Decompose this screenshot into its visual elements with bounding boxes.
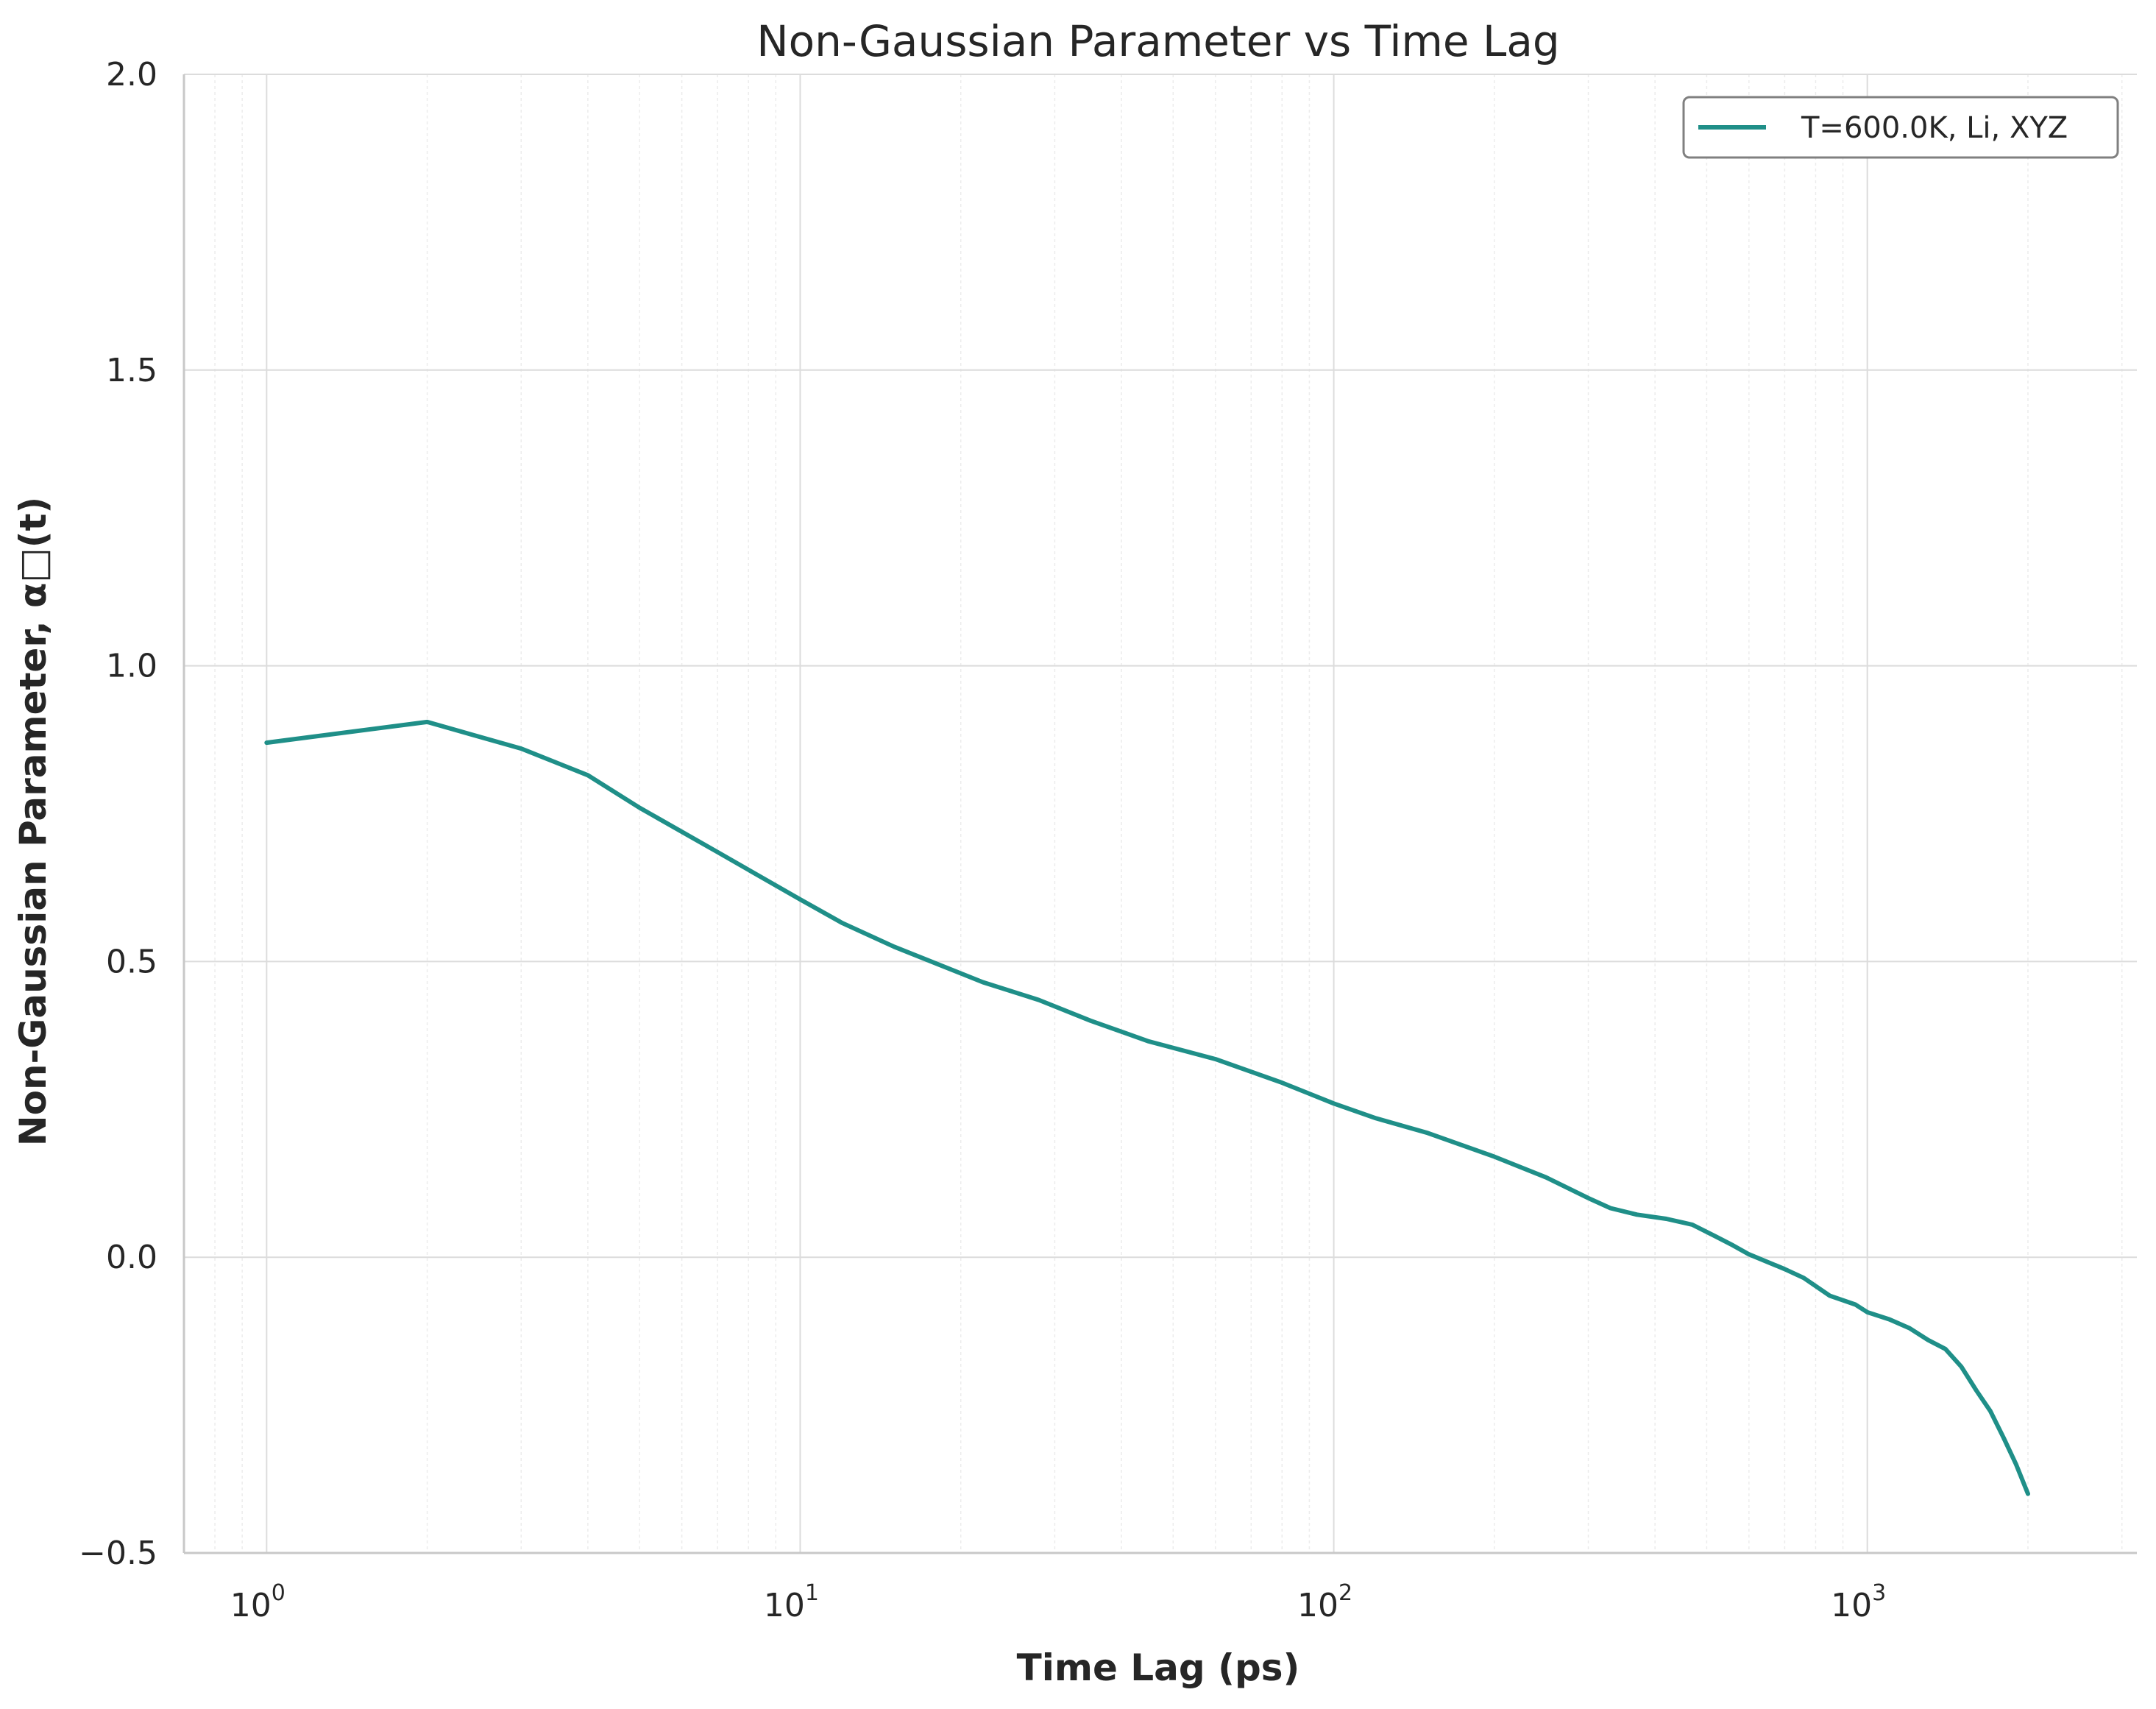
axis-spines <box>182 74 2137 1554</box>
x-axis-label: Time Lag (ps) <box>1017 1646 1300 1689</box>
x-tick-label: 102 <box>1297 1580 1352 1624</box>
chart-title: Non-Gaussian Parameter vs Time Lag <box>756 16 1559 66</box>
legend-frame <box>1682 96 2119 159</box>
legend: T=600.0K, Li, XYZ <box>1682 96 2119 159</box>
y-tick-label: 0.5 <box>106 943 157 980</box>
series-line-0 <box>264 719 2030 1496</box>
x-tick-label: 103 <box>1831 1580 1886 1624</box>
y-tick-label: 0.0 <box>106 1239 157 1276</box>
series-layer <box>264 719 2030 1496</box>
x-tick-label: 101 <box>764 1580 819 1624</box>
minor-grid <box>183 74 2123 1553</box>
y-tick-label: 2.0 <box>106 56 157 93</box>
y-tick-label: −0.5 <box>79 1535 157 1572</box>
major-grid <box>184 74 2137 1554</box>
x-axis-ticks: 100 101 102 103 <box>230 1580 1886 1624</box>
y-tick-label: 1.0 <box>106 648 157 685</box>
x-tick-label: 100 <box>230 1580 286 1624</box>
y-axis-label: Non-Gaussian Parameter, α□(t) <box>12 497 54 1147</box>
y-axis-ticks: 2.0 1.5 1.0 0.5 0.0 −0.5 <box>79 56 157 1572</box>
legend-entry-label: T=600.0K, Li, XYZ <box>1801 111 2068 145</box>
y-tick-label: 1.5 <box>106 352 157 389</box>
